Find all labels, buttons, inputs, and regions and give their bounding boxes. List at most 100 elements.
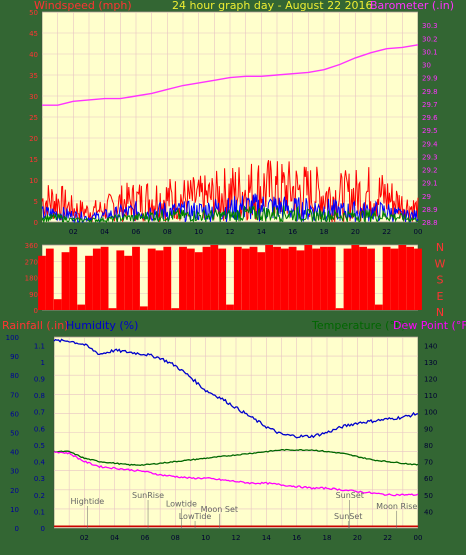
wind-x-tick-label: 00 (414, 228, 423, 236)
wind-x-tick-label: 10 (194, 228, 203, 236)
direction-bar (367, 248, 375, 310)
wind-x-tick-label: 18 (320, 228, 329, 236)
direction-bar (265, 245, 273, 310)
wind-x-tick-label: 02 (69, 228, 78, 236)
windspeed-tick-label: 10 (29, 177, 38, 185)
windspeed-tick-label: 40 (29, 51, 38, 59)
barometer-tick-label: 29.8 (422, 88, 438, 96)
direction-bar (171, 308, 180, 310)
direction-bar (194, 252, 203, 310)
humidity-tick-label: 80 (10, 372, 19, 380)
humidity-x-tick-label: 00 (414, 534, 423, 542)
dewpoint-axis-label: Dew Point (°F) (393, 319, 466, 332)
direction-bar (343, 248, 352, 310)
direction-bar (69, 246, 78, 310)
humidity-tick-label: 50 (10, 430, 19, 438)
barometer-tick-label: 28.8 (422, 219, 438, 227)
direction-bar (382, 246, 391, 310)
direction-bar (202, 246, 211, 310)
temperature-tick-label: 120 (424, 376, 437, 384)
direction-bar (38, 255, 46, 310)
direction-bar (327, 246, 336, 310)
direction-tick-label: 360 (25, 242, 38, 250)
windspeed-tick-label: 35 (29, 72, 38, 80)
barometer-tick-label: 29.3 (422, 153, 438, 161)
rainfall-axis-label: Rainfall (.in) (2, 319, 69, 332)
barometer-tick-label: 29.4 (422, 140, 438, 148)
wind-x-tick-label: 20 (351, 228, 360, 236)
humidity-x-tick-label: 12 (232, 534, 241, 542)
windspeed-tick-label: 15 (29, 156, 38, 164)
direction-bar (359, 246, 367, 310)
rainfall-tick-label: 0.7 (34, 409, 45, 417)
direction-bar (233, 246, 242, 310)
wind-x-tick-label: 22 (382, 228, 391, 236)
windspeed-tick-label: 50 (29, 9, 38, 17)
humidity-tick-label: 100 (6, 334, 19, 342)
barometer-tick-label: 30 (422, 62, 431, 70)
humidity-axis-label: Humidity (%) (66, 319, 139, 332)
windspeed-tick-label: 45 (29, 30, 38, 38)
barometer-tick-label: 29.9 (422, 75, 438, 83)
humidity-x-tick-label: 06 (141, 534, 150, 542)
direction-bar (179, 246, 187, 310)
direction-bar (335, 308, 344, 310)
wind-x-tick-label: 14 (257, 228, 266, 236)
rainfall-tick-label: 0.9 (34, 376, 45, 384)
rainfall-tick-label: 0.5 (34, 442, 45, 450)
rainfall-tick-label: 0.6 (34, 425, 46, 433)
humidity-series (53, 338, 419, 439)
wind-x-tick-label: 16 (288, 228, 297, 236)
humidity-tick-label: 20 (10, 487, 19, 495)
event-annotation-label: Hightide (70, 497, 104, 506)
direction-tick-label: 90 (29, 291, 38, 299)
barometer-series (42, 44, 419, 106)
barometer-tick-label: 29 (422, 193, 431, 201)
barometer-tick-label: 30.2 (422, 35, 438, 43)
humidity-x-tick-label: 08 (171, 534, 180, 542)
temperature-tick-label: 50 (424, 492, 433, 500)
barometer-tick-label: 29.1 (422, 180, 438, 188)
direction-bar (257, 252, 266, 310)
temperature-tick-label: 140 (424, 342, 437, 350)
humidity-x-tick-label: 02 (80, 534, 89, 542)
temperature-series (53, 448, 419, 467)
barometer-tick-label: 29.5 (422, 127, 438, 135)
rainfall-tick-label: 0.4 (34, 459, 46, 467)
humidity-tick-label: 90 (10, 353, 19, 361)
direction-bar (280, 248, 289, 310)
humidity-x-tick-label: 14 (262, 534, 271, 542)
direction-bar (296, 250, 305, 310)
direction-bar (414, 248, 422, 310)
windspeed-tick-label: 20 (29, 135, 38, 143)
direction-bar (273, 246, 281, 310)
rainfall-tick-label: 0.8 (34, 392, 45, 400)
direction-bar (249, 246, 258, 310)
temperature-tick-label: 80 (424, 442, 433, 450)
humidity-x-tick-label: 04 (110, 534, 119, 542)
event-annotation-label: SunRise (132, 491, 164, 500)
wind-low-series (41, 205, 419, 224)
direction-tick-label: 270 (25, 258, 38, 266)
direction-bar (218, 248, 227, 310)
temperature-tick-label: 90 (424, 425, 433, 433)
direction-bar (108, 308, 117, 310)
barometer-tick-label: 29.2 (422, 167, 438, 175)
windspeed-tick-label: 25 (29, 114, 38, 122)
event-annotation-label: Moon Rise (376, 502, 417, 511)
rainfall-tick-label: 0.2 (34, 492, 45, 500)
humidity-tick-label: 40 (10, 449, 19, 457)
event-annotation-label: Lowtide (166, 499, 197, 508)
humidity-x-tick-label: 18 (323, 534, 332, 542)
event-annotation-label: LowTide (179, 512, 212, 521)
direction-bar (139, 306, 148, 310)
barometer-tick-label: 30.3 (422, 22, 438, 30)
direction-bar (398, 245, 407, 310)
direction-bar (61, 252, 70, 310)
wind-x-tick-label: 04 (100, 228, 109, 236)
direction-bar (100, 246, 109, 310)
humidity-tick-label: 30 (10, 468, 19, 476)
rainfall-tick-label: 0.1 (34, 508, 45, 516)
compass-label: S (437, 274, 444, 287)
